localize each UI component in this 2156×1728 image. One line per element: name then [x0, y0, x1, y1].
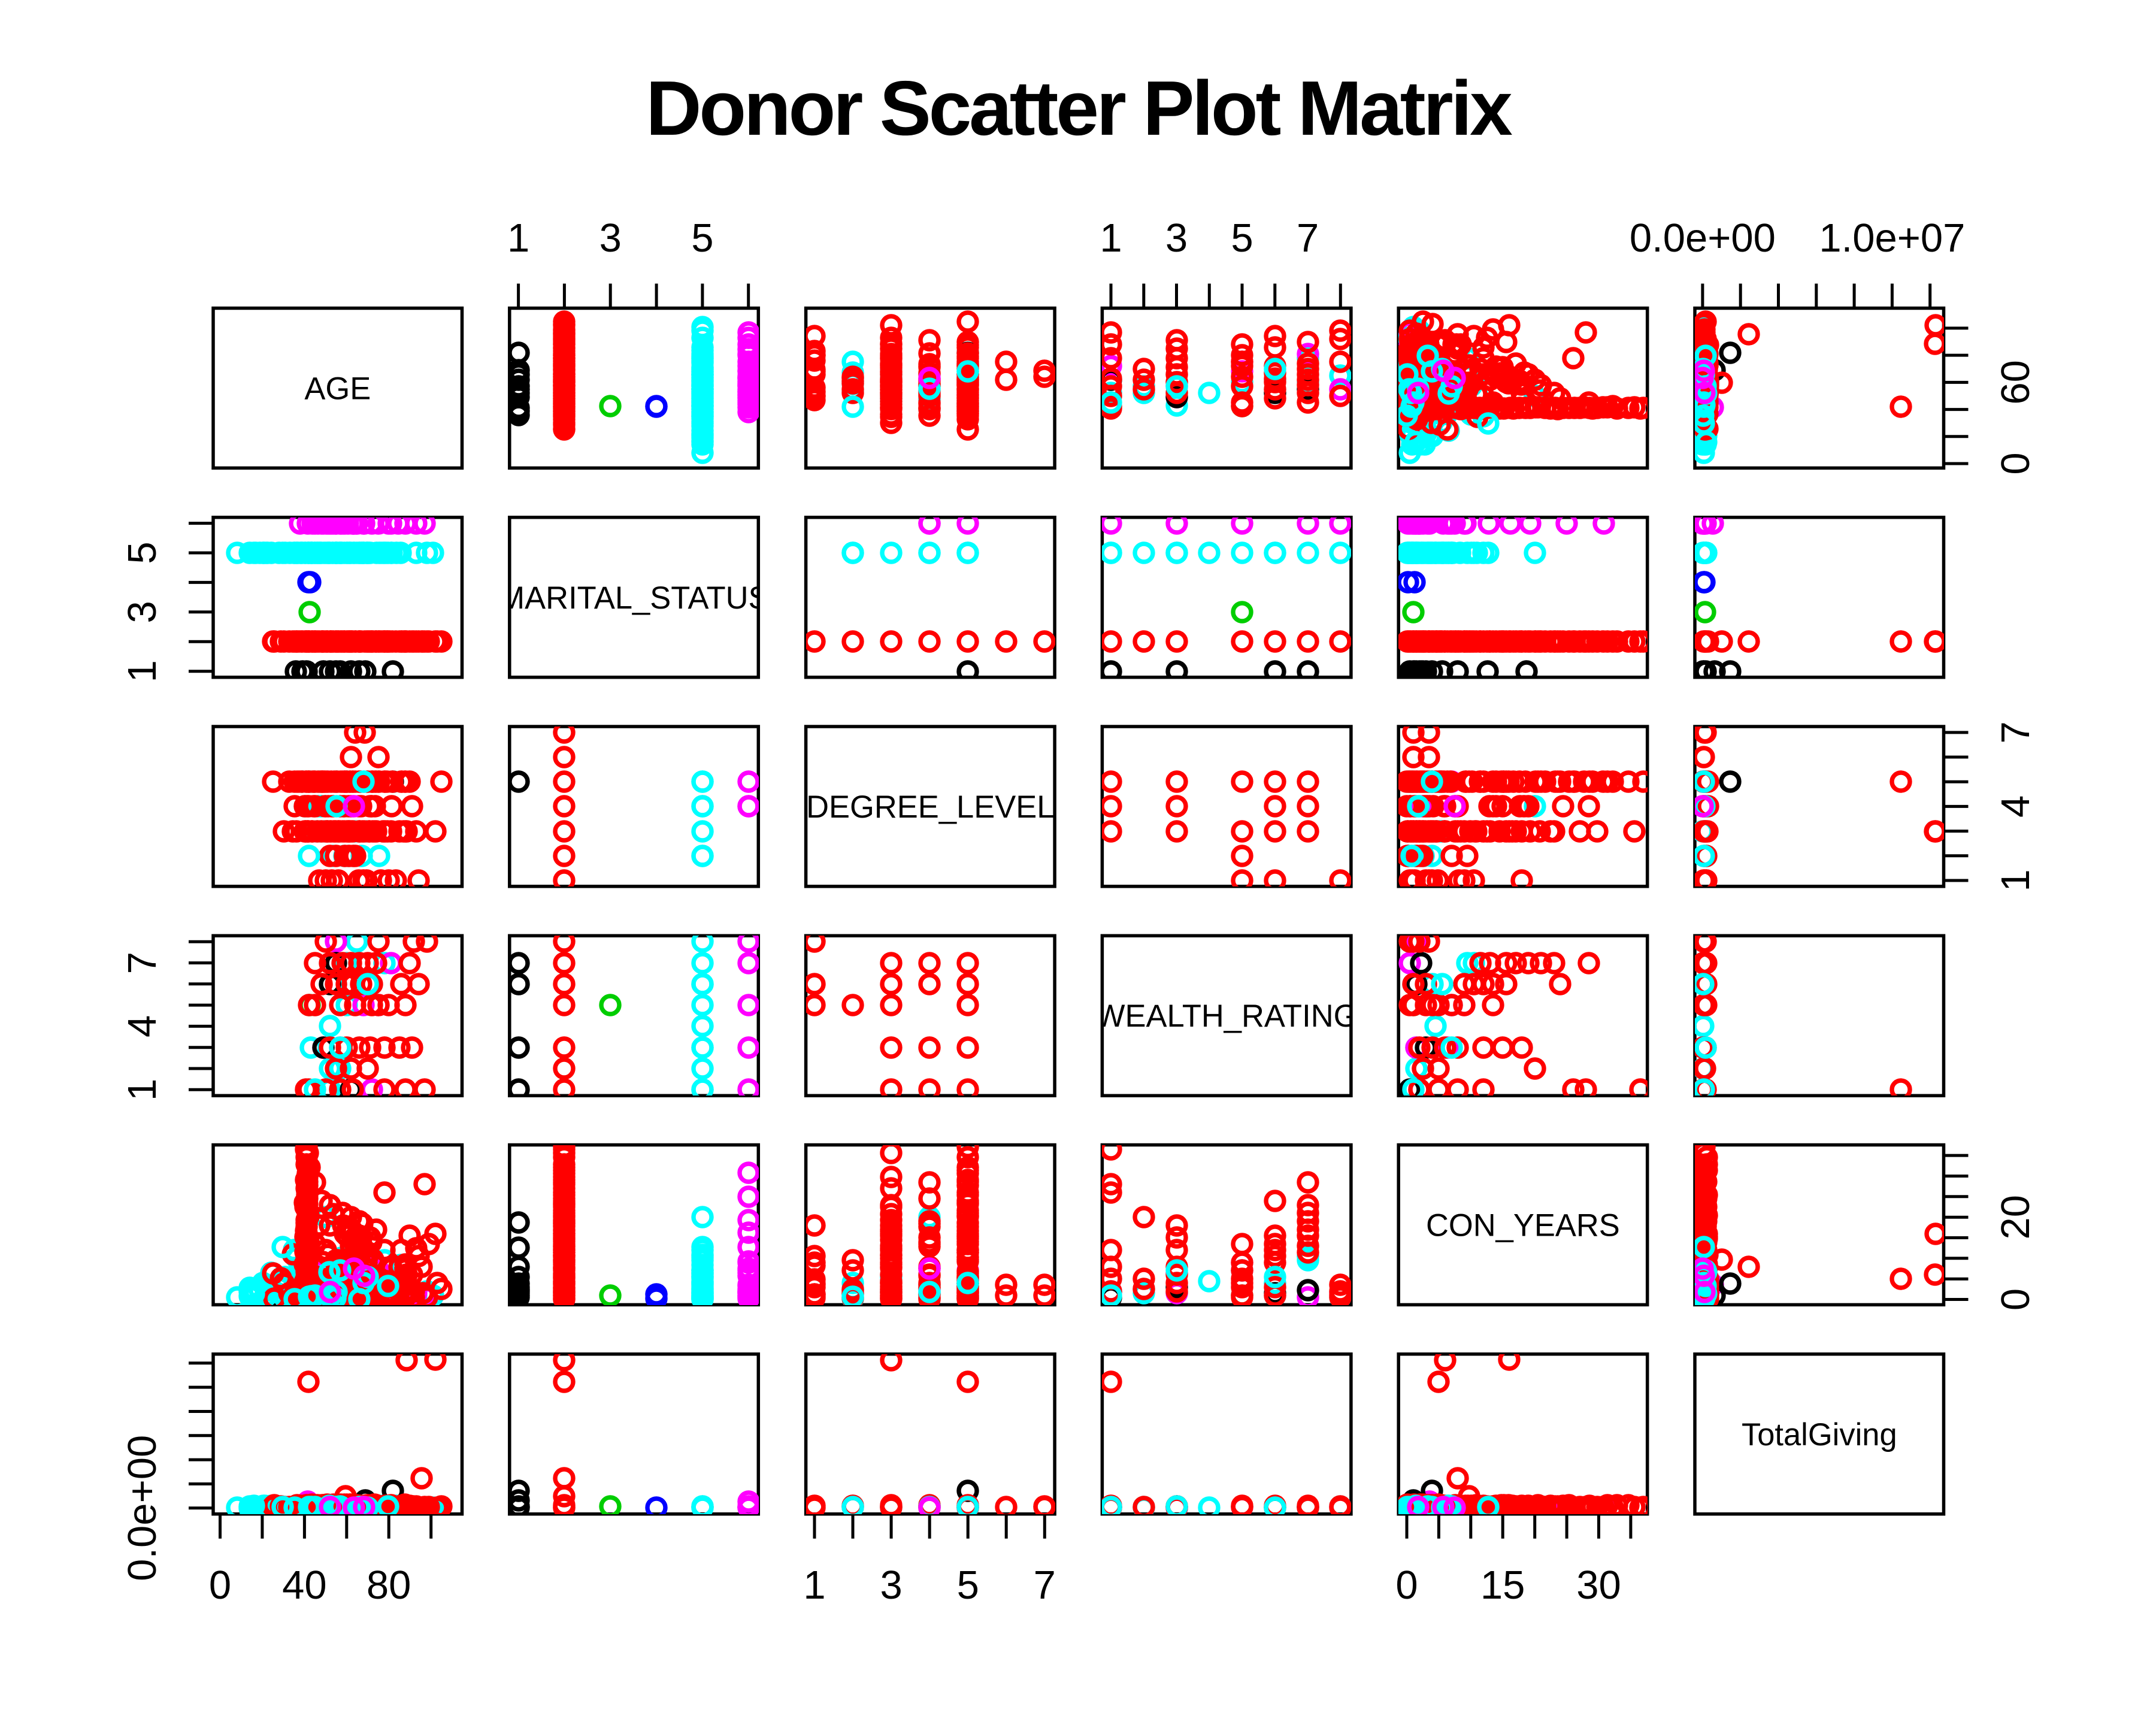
svg-text:30: 30 [1576, 1563, 1621, 1608]
svg-text:7: 7 [120, 952, 165, 974]
svg-text:80: 80 [367, 1563, 411, 1608]
svg-text:3: 3 [599, 216, 622, 261]
svg-text:15: 15 [1480, 1563, 1525, 1608]
svg-text:4: 4 [120, 1015, 165, 1037]
svg-text:7: 7 [1034, 1563, 1056, 1608]
svg-text:Donor Scatter Plot Matrix: Donor Scatter Plot Matrix [646, 65, 1512, 152]
svg-text:1: 1 [803, 1563, 825, 1608]
svg-text:0: 0 [1993, 1288, 2038, 1311]
svg-text:1: 1 [120, 1079, 165, 1101]
svg-text:3: 3 [1165, 216, 1188, 261]
svg-text:WEALTH_RATING: WEALTH_RATING [1095, 998, 1358, 1034]
svg-text:TotalGiving: TotalGiving [1742, 1417, 1897, 1452]
svg-text:7: 7 [1297, 216, 1319, 261]
svg-text:20: 20 [1993, 1195, 2038, 1240]
svg-text:4: 4 [1993, 795, 2038, 818]
svg-text:1: 1 [507, 216, 529, 261]
svg-text:5: 5 [1231, 216, 1253, 261]
svg-text:0.0e+00: 0.0e+00 [1630, 216, 1776, 261]
svg-text:0.0e+00: 0.0e+00 [120, 1435, 165, 1581]
svg-text:3: 3 [120, 601, 165, 623]
svg-text:1.0e+07: 1.0e+07 [1819, 216, 1965, 261]
svg-text:5: 5 [691, 216, 713, 261]
svg-text:3: 3 [880, 1563, 902, 1608]
svg-text:1: 1 [120, 660, 165, 682]
svg-text:40: 40 [282, 1563, 327, 1608]
svg-text:0: 0 [1993, 452, 2038, 474]
svg-text:0: 0 [1395, 1563, 1418, 1608]
svg-text:7: 7 [1993, 721, 2038, 743]
svg-text:DEGREE_LEVEL: DEGREE_LEVEL [806, 789, 1054, 825]
svg-text:1: 1 [1993, 869, 2038, 891]
svg-text:5: 5 [957, 1563, 979, 1608]
svg-text:CON_YEARS: CON_YEARS [1426, 1208, 1620, 1243]
svg-text:5: 5 [120, 541, 165, 564]
svg-text:MARITAL_STATUS: MARITAL_STATUS [498, 580, 769, 616]
svg-text:1: 1 [1100, 216, 1122, 261]
svg-text:0: 0 [209, 1563, 231, 1608]
svg-text:AGE: AGE [304, 371, 371, 407]
svg-text:60: 60 [1993, 360, 2038, 405]
